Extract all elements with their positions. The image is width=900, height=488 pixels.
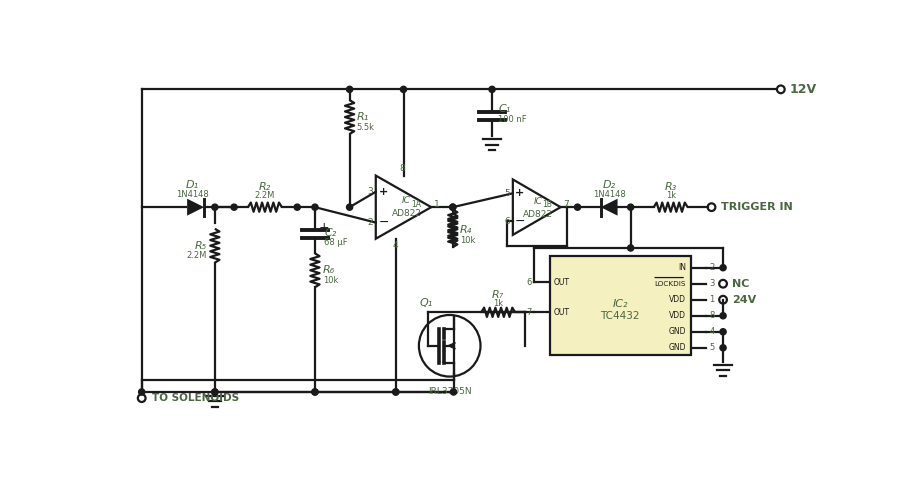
Text: NC: NC: [733, 279, 750, 289]
Text: R₃: R₃: [664, 182, 677, 192]
Circle shape: [720, 329, 726, 335]
Text: 7: 7: [562, 200, 569, 208]
Circle shape: [312, 389, 318, 395]
Text: 8: 8: [709, 311, 715, 320]
Circle shape: [720, 345, 726, 351]
Text: TC4432: TC4432: [600, 311, 640, 321]
Circle shape: [294, 204, 301, 210]
Circle shape: [212, 389, 218, 395]
Circle shape: [139, 389, 145, 395]
Circle shape: [450, 204, 456, 210]
Text: 1B: 1B: [542, 201, 552, 209]
Text: 4: 4: [393, 241, 399, 250]
Text: 6: 6: [504, 217, 509, 225]
Text: 24V: 24V: [733, 295, 757, 305]
Text: 1N4148: 1N4148: [593, 190, 626, 199]
Text: VDD: VDD: [669, 295, 686, 304]
Text: C₂: C₂: [324, 227, 337, 238]
Text: R₅: R₅: [195, 241, 207, 251]
Text: R₂: R₂: [259, 182, 271, 192]
Circle shape: [627, 204, 634, 210]
Circle shape: [312, 204, 318, 210]
Text: AD822: AD822: [392, 209, 421, 218]
Text: 1: 1: [709, 295, 715, 304]
Text: +: +: [515, 188, 525, 198]
Text: 10k: 10k: [460, 236, 475, 245]
Text: IC: IC: [402, 196, 411, 205]
Circle shape: [346, 86, 353, 92]
Text: TRIGGER IN: TRIGGER IN: [721, 202, 793, 212]
Text: R₇: R₇: [492, 290, 504, 300]
Circle shape: [489, 86, 495, 92]
Text: IN: IN: [678, 263, 686, 272]
Text: D₁: D₁: [186, 180, 199, 190]
Text: 5: 5: [504, 189, 509, 198]
Text: R₁: R₁: [356, 112, 369, 122]
Circle shape: [392, 389, 399, 395]
Text: R₄: R₄: [460, 225, 472, 235]
Circle shape: [392, 389, 399, 395]
Text: OUT: OUT: [554, 278, 570, 287]
Text: 7: 7: [526, 308, 531, 317]
Text: 1: 1: [434, 200, 439, 208]
Text: 5.5k: 5.5k: [356, 122, 374, 132]
Text: 1N4148: 1N4148: [176, 190, 209, 199]
Text: IC₂: IC₂: [613, 299, 628, 309]
Text: 100 nF: 100 nF: [499, 115, 526, 124]
Text: R₆: R₆: [322, 265, 335, 275]
Text: AD822: AD822: [523, 210, 554, 219]
Circle shape: [720, 264, 726, 271]
Text: −: −: [515, 215, 525, 227]
Circle shape: [346, 204, 353, 210]
Text: 8: 8: [399, 164, 405, 173]
Text: 3: 3: [367, 187, 373, 196]
Text: 68 μF: 68 μF: [324, 238, 347, 247]
Text: −: −: [378, 216, 389, 229]
Polygon shape: [187, 199, 204, 216]
Text: GND: GND: [669, 343, 686, 352]
Text: 2.2M: 2.2M: [187, 251, 207, 260]
FancyBboxPatch shape: [550, 256, 690, 355]
Text: 5: 5: [709, 343, 715, 352]
Text: 1A: 1A: [410, 200, 421, 208]
Text: 2: 2: [367, 218, 373, 227]
Polygon shape: [600, 199, 617, 216]
Circle shape: [212, 204, 218, 210]
Circle shape: [400, 86, 407, 92]
Text: 12V: 12V: [789, 83, 816, 96]
Circle shape: [451, 389, 456, 395]
Text: 10k: 10k: [322, 276, 338, 285]
Text: +: +: [319, 221, 329, 234]
Circle shape: [627, 245, 634, 251]
Text: Q₁: Q₁: [420, 298, 433, 308]
Text: 6: 6: [526, 278, 531, 287]
Text: GND: GND: [669, 327, 686, 336]
Circle shape: [231, 204, 238, 210]
Circle shape: [574, 204, 580, 210]
Text: IC: IC: [534, 197, 543, 205]
Text: 1k: 1k: [493, 300, 503, 308]
Circle shape: [720, 313, 726, 319]
Text: 4: 4: [709, 327, 715, 336]
Text: C₁: C₁: [499, 104, 510, 114]
Circle shape: [450, 204, 456, 210]
Text: 1k: 1k: [666, 191, 676, 200]
Text: 3: 3: [709, 279, 715, 288]
Text: TO SOLENOIDS: TO SOLENOIDS: [152, 393, 239, 403]
Circle shape: [312, 389, 318, 395]
Text: 2: 2: [709, 263, 715, 272]
Text: IRL3705N: IRL3705N: [428, 387, 472, 396]
Text: VDD: VDD: [669, 311, 686, 320]
Text: 2.2M: 2.2M: [255, 191, 275, 200]
Text: LOCKDIS: LOCKDIS: [654, 281, 686, 287]
Circle shape: [212, 389, 218, 395]
Text: D₂: D₂: [602, 180, 616, 190]
Text: +: +: [379, 187, 388, 197]
Text: OUT: OUT: [554, 308, 570, 317]
